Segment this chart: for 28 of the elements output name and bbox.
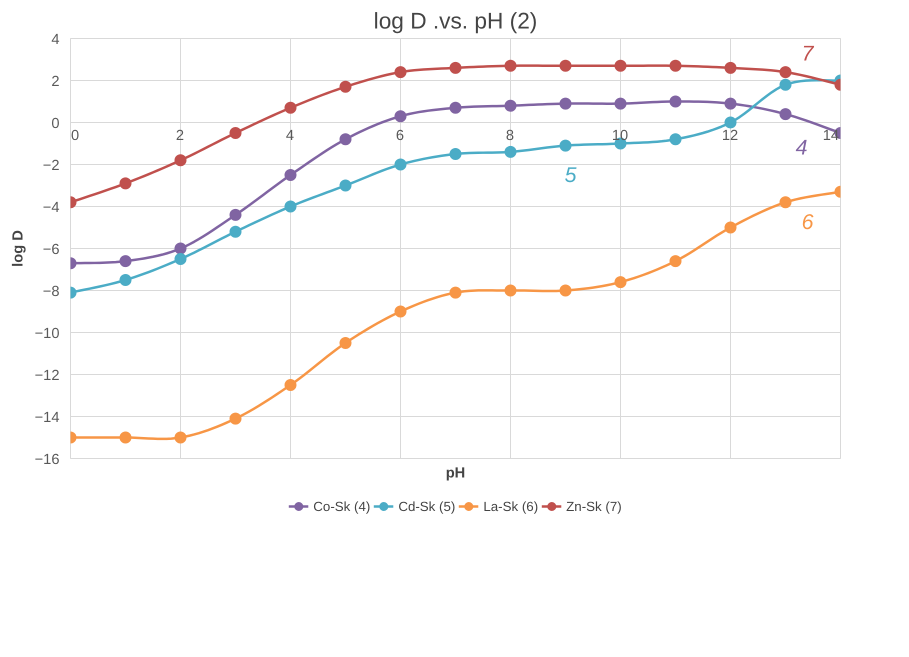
x-tick-label: 14 [822,128,839,144]
y-tick-label: 4 [51,32,60,48]
y-axis-title: log D [10,230,27,267]
y-tick-label: −8 [42,284,60,300]
x-tick-label: 2 [176,128,184,144]
x-axis-title: pH [446,466,466,482]
annotation: 6 [802,210,814,234]
y-tick-label: −4 [42,200,60,216]
chart-title: log D .vs. pH (2) [374,8,538,34]
x-tick-label: 12 [722,128,738,144]
x-tick-label: 4 [286,128,294,144]
y-tick-label: −6 [42,242,60,258]
y-tick-label: −2 [42,158,60,174]
annotation: 5 [564,163,577,188]
x-tick-label: 8 [506,128,514,144]
y-tick-label: 0 [51,116,60,132]
y-tick-label: −10 [34,326,60,342]
legend-label: Cd-Sk (5) [398,498,456,514]
y-tick-label: −12 [34,368,60,384]
y-tick-label: −14 [34,410,60,426]
legend-label: Co-Sk (4) [313,498,370,514]
x-tick-label: 6 [396,128,404,144]
legend-label: La-Sk (6) [483,498,538,514]
x-tick-label: 0 [71,128,80,144]
y-tick-label: −16 [34,452,60,468]
y-tick-label: 2 [51,74,60,90]
annotation: 7 [802,42,815,66]
legend-label: Zn-Sk (7) [566,498,622,514]
